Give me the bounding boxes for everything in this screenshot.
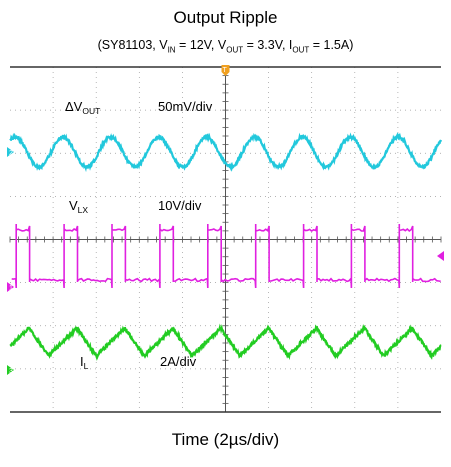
scale-vlx: 10V/div — [158, 198, 202, 213]
label-il: IL — [80, 354, 89, 371]
scale-il: 2A/div — [160, 354, 197, 369]
scale-dvout: 50mV/div — [158, 99, 213, 114]
x-axis-label: Time (2µs/div) — [0, 430, 451, 450]
channel-marker-text: 3 — [9, 368, 13, 375]
label-dvout: ΔVOUT — [65, 99, 100, 116]
channel-marker-text: 1 — [9, 285, 13, 292]
trace-vlx — [12, 224, 441, 288]
trigger-level-marker — [437, 251, 444, 261]
trigger-marker-text: T — [223, 67, 228, 74]
scope-labels: ΔVOUT 50mV/div VLX 10V/div IL 2A/div — [65, 99, 213, 371]
label-vlx: VLX — [69, 198, 88, 215]
scope-grid — [10, 67, 441, 412]
channel-marker-text: 2 — [9, 150, 13, 157]
